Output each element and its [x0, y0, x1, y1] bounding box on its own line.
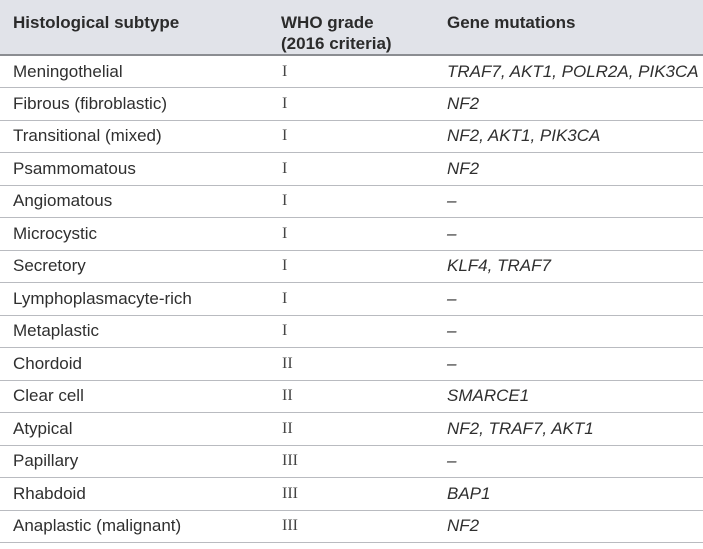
table-header: Histological subtype WHO grade (2016 cri… [0, 0, 703, 56]
grade-cell: III [272, 445, 438, 478]
grade-cell: II [272, 412, 438, 446]
grade-cell: I [272, 217, 438, 251]
gene-mutations-cell: – [438, 445, 703, 478]
table-row: Atypical II NF2, TRAF7, AKT1 [0, 412, 703, 446]
gene-mutations-cell: SMARCE1 [438, 380, 703, 413]
table-row: Papillary III – [0, 445, 703, 478]
grade-cell: I [272, 185, 438, 218]
grade-cell: I [272, 152, 438, 186]
table-row: Clear cell II SMARCE1 [0, 380, 703, 413]
gene-mutations-cell: – [438, 315, 703, 348]
gene-mutations-cell: KLF4, TRAF7 [438, 250, 703, 283]
grade-cell: II [272, 347, 438, 381]
table-row: Meningothelial I TRAF7, AKT1, POLR2A, PIK3… [0, 55, 703, 88]
gene-mutations-cell: TRAF7, AKT1, POLR2A, PIK3CA [438, 55, 703, 88]
subtype-cell: Metaplastic [0, 315, 272, 348]
table-row: Lymphoplasmacyte-rich I – [0, 282, 703, 316]
table-row: Angiomatous I – [0, 185, 703, 218]
table-row: Secretory I KLF4, TRAF7 [0, 250, 703, 283]
header-who-grade: WHO grade (2016 criteria) [272, 0, 438, 56]
header-who-grade-line1: WHO grade [281, 13, 374, 32]
subtype-cell: Psammomatous [0, 152, 272, 186]
header-gene-mutations: Gene mutations [438, 0, 703, 56]
subtype-cell: Transitional (mixed) [0, 120, 272, 153]
subtype-cell: Rhabdoid [0, 477, 272, 511]
gene-mutations-cell: – [438, 282, 703, 316]
table-row: Rhabdoid III BAP1 [0, 477, 703, 511]
table-row: Anaplastic (malignant) III NF2 [0, 510, 703, 543]
table-row: Psammomatous I NF2 [0, 152, 703, 186]
subtype-cell: Chordoid [0, 347, 272, 381]
subtype-cell: Papillary [0, 445, 272, 478]
table-row: Fibrous (fibroblastic) I NF2 [0, 87, 703, 121]
gene-mutations-cell: NF2, AKT1, PIK3CA [438, 120, 703, 153]
grade-cell: I [272, 55, 438, 88]
gene-mutations-cell: – [438, 217, 703, 251]
gene-mutations-cell: NF2 [438, 510, 703, 543]
grade-cell: I [272, 282, 438, 316]
table-row: Transitional (mixed) I NF2, AKT1, PIK3CA [0, 120, 703, 153]
subtype-cell: Anaplastic (malignant) [0, 510, 272, 543]
grade-cell: II [272, 380, 438, 413]
subtype-cell: Lymphoplasmacyte-rich [0, 282, 272, 316]
table-row: Metaplastic I – [0, 315, 703, 348]
subtype-cell: Angiomatous [0, 185, 272, 218]
subtype-cell: Clear cell [0, 380, 272, 413]
grade-cell: I [272, 120, 438, 153]
gene-mutations-cell: – [438, 347, 703, 381]
grade-cell: III [272, 477, 438, 511]
subtype-cell: Atypical [0, 412, 272, 446]
subtype-cell: Meningothelial [0, 55, 272, 88]
header-histological-subtype: Histological subtype [0, 0, 272, 56]
grade-cell: III [272, 510, 438, 543]
subtype-cell: Secretory [0, 250, 272, 283]
gene-mutations-cell: – [438, 185, 703, 218]
gene-mutations-cell: NF2 [438, 152, 703, 186]
gene-mutations-cell: NF2, TRAF7, AKT1 [438, 412, 703, 446]
header-row: Histological subtype WHO grade (2016 cri… [0, 0, 703, 56]
table-body: Meningothelial I TRAF7, AKT1, POLR2A, PIK3… [0, 55, 703, 543]
grade-cell: I [272, 250, 438, 283]
table-row: Microcystic I – [0, 217, 703, 251]
subtype-cell: Fibrous (fibroblastic) [0, 87, 272, 121]
header-who-grade-line2: (2016 criteria) [281, 34, 392, 53]
table-row: Chordoid II – [0, 347, 703, 381]
gene-mutations-cell: BAP1 [438, 477, 703, 511]
subtype-cell: Microcystic [0, 217, 272, 251]
grade-cell: I [272, 87, 438, 121]
gene-mutations-cell: NF2 [438, 87, 703, 121]
grade-cell: I [272, 315, 438, 348]
